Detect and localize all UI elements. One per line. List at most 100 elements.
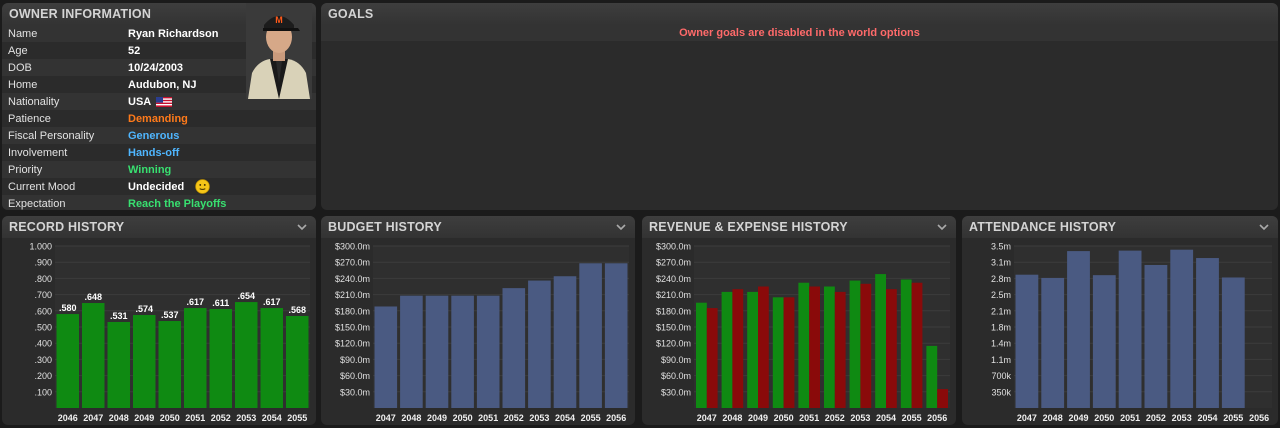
chevron-down-icon[interactable] (936, 221, 948, 233)
x-tick-label: 2047 (1017, 413, 1037, 423)
x-tick-label: 2048 (1043, 413, 1063, 423)
budget-history-panel: BUDGET HISTORY $300.0m $270.0m $240.0m $210… (321, 216, 635, 425)
y-tick-label: $30.0m (340, 387, 370, 397)
x-tick-label: 2053 (236, 413, 256, 423)
y-tick-label: .300 (34, 355, 52, 365)
x-tick-label: 2050 (1094, 413, 1114, 423)
owner-field-value-text: USA (128, 95, 152, 108)
x-tick-label: 2056 (1249, 413, 1269, 423)
y-tick-label: $210.0m (335, 290, 370, 300)
owner-field-label: Current Mood (8, 180, 76, 193)
owner-field-value-text: Undecided (128, 180, 185, 193)
record-history-chart: 1.000 .900 .800 .700 .600 .500 .400 .300 .200 .10… (29, 242, 310, 423)
bar-series-1 (732, 289, 744, 408)
bar-series-1 (937, 389, 948, 408)
data-label: .654 (237, 291, 255, 301)
owner-field-value: 10/24/2003 (128, 62, 183, 74)
chevron-down-icon[interactable] (296, 221, 308, 233)
bar-series-1 (758, 286, 769, 408)
owner-row-priority: Priority Winning (2, 161, 316, 178)
owner-field-value-text: Reach the Playoffs (128, 197, 227, 210)
budget-history-header: BUDGET HISTORY (321, 216, 635, 238)
chevron-down-icon[interactable] (615, 221, 627, 233)
budget-history-chart: $300.0m $270.0m $240.0m $210.0m $180.0m $150.… (335, 242, 629, 423)
owner-row-current-mood: Current Mood Undecided (2, 178, 316, 195)
y-tick-label: $60.0m (661, 371, 691, 381)
goals-header: GOALS (321, 3, 1278, 25)
x-tick-label: 2050 (774, 413, 794, 423)
data-label: .574 (135, 304, 153, 314)
x-tick-label: 2053 (529, 413, 549, 423)
y-tick-label: $240.0m (335, 274, 370, 284)
x-tick-label: 2052 (825, 413, 845, 423)
bar-series-1 (911, 282, 923, 408)
record-history-title: RECORD HISTORY (9, 220, 125, 234)
y-tick-label: $90.0m (661, 355, 691, 365)
owner-field-label: DOB (8, 61, 32, 74)
data-label: .611 (212, 298, 229, 308)
owner-field-value-text: Demanding (128, 112, 188, 125)
data-label: .537 (161, 310, 179, 320)
owner-field-value: Reach the Playoffs (128, 198, 226, 210)
budget-history-title: BUDGET HISTORY (328, 220, 442, 234)
data-label: .617 (186, 297, 204, 307)
owner-row-age: Age 52 (2, 42, 316, 59)
x-tick-label: 2048 (722, 413, 742, 423)
owner-field-value: Audubon, NJ (128, 79, 196, 91)
bar-series-1 (860, 283, 872, 408)
owner-row-nationality: Nationality USA (2, 93, 316, 110)
x-tick-label: 2049 (1068, 413, 1088, 423)
owner-field-value-text: Winning (128, 163, 172, 176)
svg-text:M: M (275, 15, 283, 25)
data-label: .617 (263, 297, 281, 307)
x-tick-label: 2052 (211, 413, 231, 423)
owner-field-label: Expectation (8, 197, 66, 210)
y-tick-label: 1.1m (991, 355, 1011, 365)
y-tick-label: $90.0m (340, 355, 370, 365)
owner-field-label: Involvement (8, 146, 68, 159)
bar-series-1 (834, 291, 846, 408)
owner-field-value: Undecided (128, 179, 210, 194)
y-tick-label: 700k (991, 371, 1011, 381)
y-tick-label: .200 (34, 371, 52, 381)
goals-panel: GOALS Owner goals are disabled in the wo… (321, 3, 1278, 210)
owner-field-label: Nationality (8, 95, 60, 108)
x-tick-label: 2055 (1223, 413, 1243, 423)
chevron-down-icon[interactable] (1258, 221, 1270, 233)
bar (1144, 264, 1168, 408)
owner-field-label: Home (8, 78, 38, 91)
y-tick-label: $270.0m (656, 258, 691, 268)
bar (286, 315, 309, 408)
bar (158, 321, 181, 408)
y-tick-label: $300.0m (335, 242, 370, 252)
x-tick-label: 2047 (83, 413, 103, 423)
x-tick-label: 2053 (1172, 413, 1192, 423)
data-label: .580 (59, 303, 77, 313)
x-tick-label: 2046 (58, 413, 78, 423)
x-tick-label: 2049 (427, 413, 447, 423)
bar (1067, 251, 1090, 408)
revenue-expense-history-header: REVENUE & EXPENSE HISTORY (642, 216, 956, 238)
owner-field-label: Patience (8, 112, 51, 125)
bar (374, 306, 398, 408)
owner-information-panel: OWNER INFORMATION Name Ryan Richardson Age… (2, 3, 316, 210)
bar (476, 295, 500, 408)
x-tick-label: 2052 (504, 413, 524, 423)
owner-row-name: Name Ryan Richardson (2, 25, 316, 42)
x-tick-label: 2047 (697, 413, 717, 423)
y-tick-label: $270.0m (335, 258, 370, 268)
attendance-history-panel: ATTENDANCE HISTORY 3.5m 3.1m 2.8m 2.5m 2.1m 1… (962, 216, 1278, 425)
owner-field-value: Generous (128, 130, 179, 142)
x-tick-label: 2054 (262, 413, 282, 423)
bar (1170, 249, 1194, 408)
y-tick-label: $120.0m (335, 339, 370, 349)
x-tick-label: 2056 (927, 413, 947, 423)
bar (107, 321, 130, 408)
bar-series-0 (721, 291, 733, 408)
attendance-history-header: ATTENDANCE HISTORY (962, 216, 1278, 238)
x-tick-label: 2054 (555, 413, 575, 423)
owner-row-patience: Patience Demanding (2, 110, 316, 127)
owner-field-label: Age (8, 44, 28, 57)
owner-field-value-text: Audubon, NJ (128, 78, 197, 91)
y-tick-label: 1.000 (29, 242, 52, 252)
